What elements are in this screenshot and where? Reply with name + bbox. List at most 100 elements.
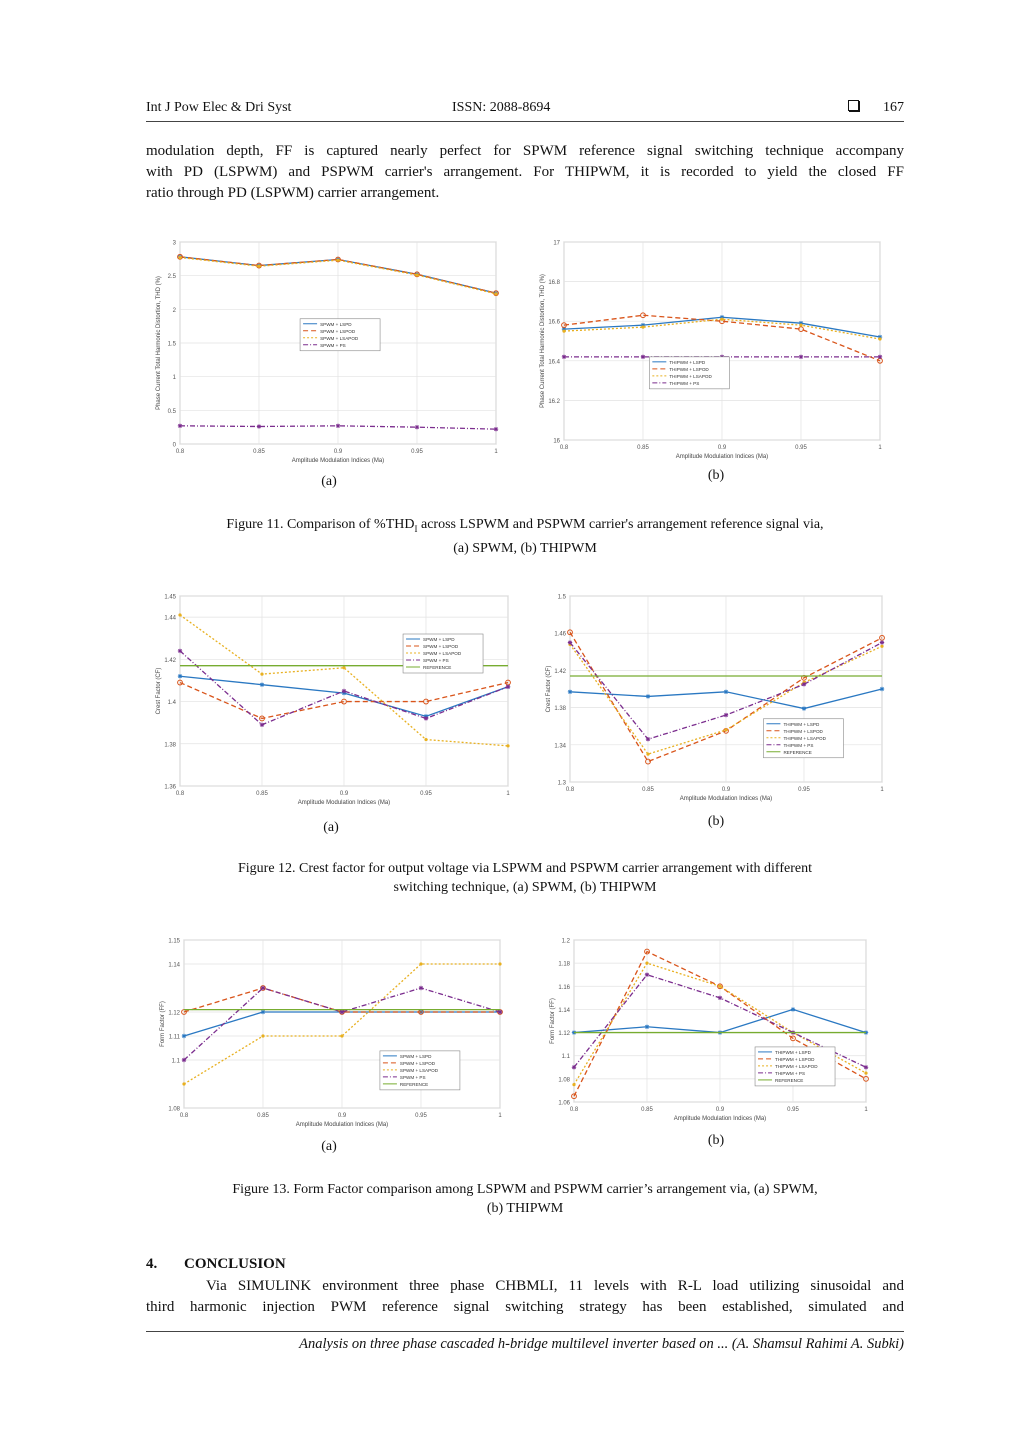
data-point [717, 983, 723, 990]
legend-entry: REFERENCE [400, 1082, 428, 1087]
section-heading: 4. CONCLUSION [146, 1256, 286, 1273]
data-point [645, 961, 649, 965]
y-tick-label: 1.08 [558, 1077, 570, 1083]
data-point [494, 292, 498, 296]
y-tick-label: 1.34 [554, 743, 566, 749]
y-tick-label: 16.6 [548, 320, 560, 326]
data-point [567, 640, 573, 645]
y-tick-label: 1.4 [168, 700, 177, 706]
data-point [644, 1024, 650, 1029]
checkbox-square-icon [848, 100, 859, 111]
data-point [260, 985, 266, 991]
x-axis-label: Amplitude Modulation Indices (Ma) [292, 458, 384, 464]
header-rule [146, 121, 904, 122]
data-point [572, 1083, 576, 1087]
legend-entry: REFERENCE [783, 750, 811, 755]
data-point [178, 613, 182, 617]
fig11-label-a: (a) [321, 474, 337, 489]
data-point [339, 1009, 345, 1015]
chart-fig11b: 16 16.2 16.4 16.6 16.8 17 0.8 0.85 0.9 0.95 1 Ampli… [540, 241, 883, 460]
data-point [863, 1075, 869, 1082]
y-tick-label: 1.38 [554, 706, 566, 712]
y-tick-label: 1.36 [164, 785, 176, 791]
y-tick-label: 0 [173, 443, 177, 449]
running-header: Int J Pow Elec & Dri Syst ISSN: 2088-869… [146, 100, 904, 120]
data-point [260, 1009, 266, 1015]
data-point [335, 423, 341, 429]
figure-11a: 0 0.5 1 1.5 2 2.5 3 0.8 0.85 0.9 0.95 1 Amplitude Mo… [146, 232, 506, 472]
y-tick-label: 1.15 [168, 939, 180, 945]
figure-11-caption: Figure 11. Comparison of %THDI across LS… [146, 515, 904, 558]
data-point [415, 273, 419, 277]
data-point [641, 325, 645, 329]
x-tick-label: 0.8 [176, 791, 185, 797]
data-point [493, 426, 499, 432]
legend-entry: SPWM + LSPOD [320, 329, 356, 334]
intro-line: with PD (LSPWM) and PSPWM carrier's arra… [146, 164, 904, 180]
x-tick-label: 1 [498, 1113, 502, 1119]
data-point [880, 644, 884, 648]
data-point [567, 629, 573, 636]
data-point [567, 689, 573, 694]
y-tick-label: 16 [553, 439, 560, 445]
data-point [790, 1007, 796, 1012]
y-tick-label: 16.2 [548, 399, 560, 405]
legend-entry: SPWM + PS [400, 1075, 426, 1080]
legend-entry: THIPWM + LSPOD [783, 729, 823, 734]
x-tick-label: 0.95 [415, 1113, 427, 1119]
figure-11b: 16 16.2 16.4 16.6 16.8 17 0.8 0.85 0.9 0.95 1 Ampli… [530, 232, 890, 468]
x-tick-label: 0.8 [180, 1113, 189, 1119]
data-point [561, 322, 567, 329]
data-point [645, 737, 651, 742]
x-tick-label: 0.9 [340, 791, 349, 797]
data-point [724, 728, 728, 732]
data-point [798, 320, 804, 326]
caption-line-2: (a) SPWM, (b) THIPWM [453, 540, 597, 556]
legend-entry: SPWM + LSPD [320, 322, 352, 327]
y-axis-label: Crest Factor (CF) [156, 668, 162, 715]
data-point [261, 1034, 265, 1038]
data-point [177, 423, 183, 429]
legend-entry: SPWM + LSPOD [423, 644, 459, 649]
figure-12b: 1.3 1.34 1.38 1.42 1.46 1.5 0.8 0.85 0.9 0.95 1 Amp… [536, 586, 892, 810]
data-point [177, 674, 183, 679]
y-tick-label: 1.2 [562, 939, 571, 945]
data-point [424, 737, 428, 742]
data-point [260, 672, 264, 676]
intro-line: modulation depth, FF is captured nearly … [146, 143, 904, 159]
data-point [571, 1065, 577, 1070]
legend-entry: THIPWM + PS [775, 1071, 805, 1076]
y-tick-label: 1 [173, 375, 177, 381]
data-point [341, 688, 347, 694]
data-point [717, 995, 723, 1001]
x-axis-label: Amplitude Modulation Indices (Ma) [296, 1122, 388, 1128]
data-point [505, 684, 511, 689]
data-point [561, 326, 567, 332]
conclusion-line: Via SIMULINK environment three phase CHB… [206, 1278, 904, 1294]
y-tick-label: 1.42 [554, 669, 566, 675]
data-point [418, 985, 424, 991]
footer-rule [146, 1331, 904, 1332]
y-tick-label: 1.16 [558, 985, 570, 991]
x-tick-label: 0.95 [787, 1107, 799, 1113]
series-line [179, 425, 497, 430]
y-tick-label: 1.18 [558, 962, 570, 968]
y-axis-label: Phase Current Total Harmonic Distortion,… [540, 274, 546, 408]
data-point [571, 1093, 577, 1100]
data-point [341, 698, 347, 705]
legend-entry: REFERENCE [423, 665, 451, 670]
x-tick-label: 1 [864, 1107, 868, 1113]
data-point [423, 716, 429, 721]
series-line [179, 256, 497, 294]
x-tick-label: 0.9 [334, 449, 343, 455]
x-tick-label: 0.95 [798, 787, 810, 793]
data-point [178, 255, 182, 260]
fig13-label-a: (a) [321, 1139, 337, 1154]
y-tick-label: 1.08 [168, 1107, 180, 1113]
caption-line-2: switching technique, (a) SPWM, (b) THIPW… [393, 880, 657, 895]
data-point [561, 354, 567, 360]
x-tick-label: 0.85 [642, 787, 654, 793]
data-point [879, 634, 885, 641]
page-number-group: 167 [848, 100, 904, 116]
series-line [563, 318, 881, 340]
